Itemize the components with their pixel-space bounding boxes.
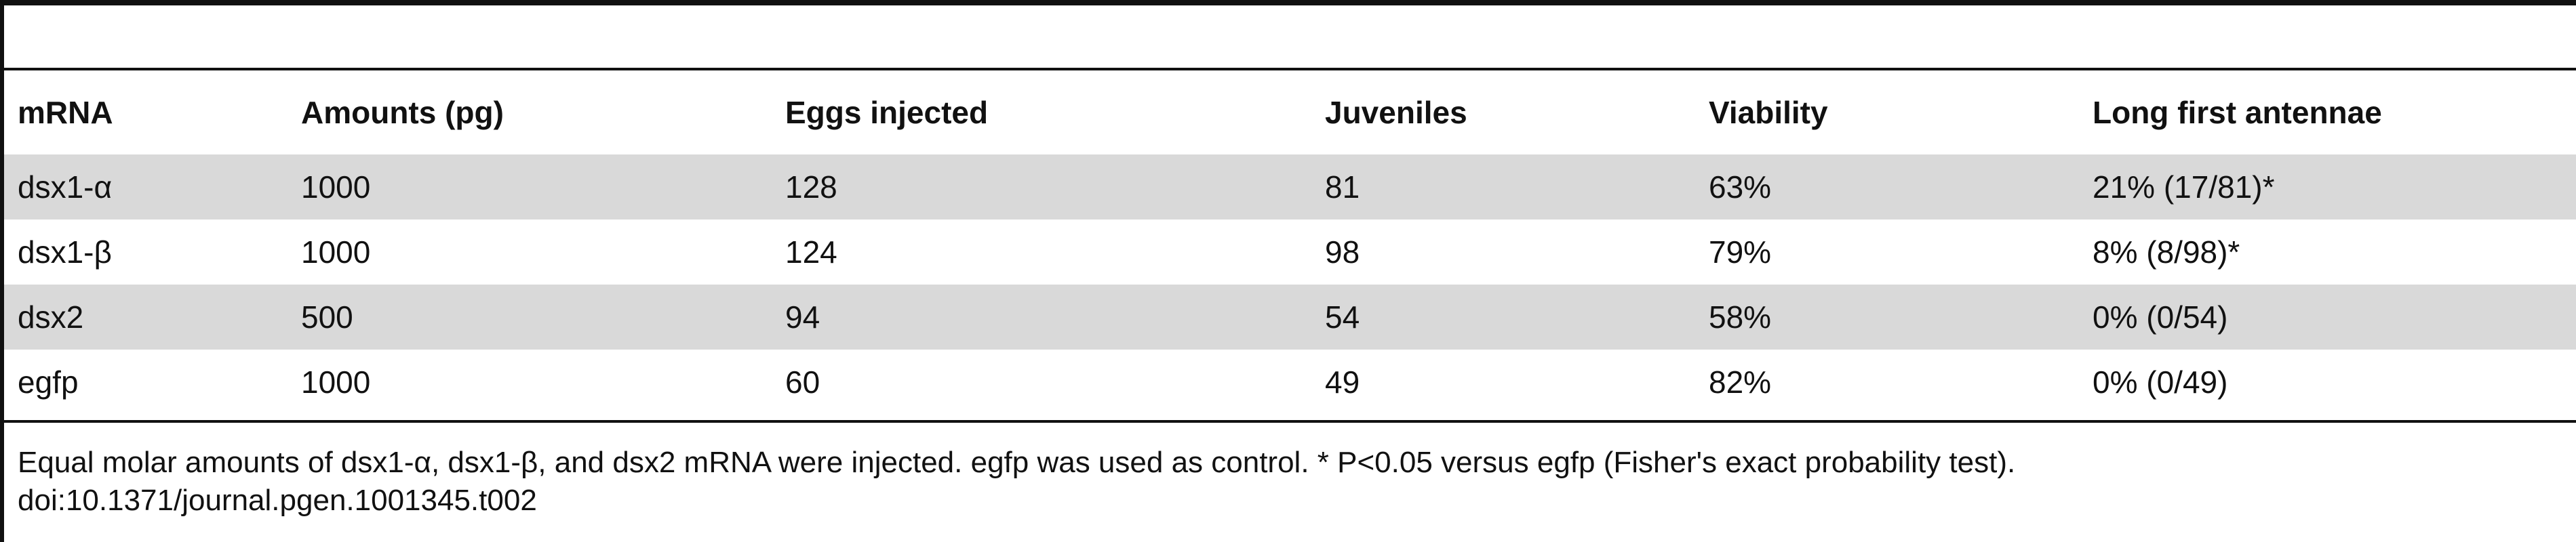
cell-amounts: 1000 [301,234,371,270]
header-amounts: Amounts (pg) [301,95,504,130]
table-footnote: Equal molar amounts of dsx1-α, dsx1-β, a… [18,444,2554,520]
header-rule [0,68,2576,70]
cell-long-first-antennae: 0% (0/49) [2093,364,2228,400]
header-mrna: mRNA [18,95,113,130]
cell-long-first-antennae: 8% (8/98)* [2093,234,2240,270]
cell-long-first-antennae: 21% (17/81)* [2079,154,2576,220]
top-rule [0,0,2576,5]
header-row: mRNA Amounts (pg) Eggs injected Juvenile… [4,70,2576,154]
cell-amounts: 500 [288,285,772,350]
cell-mrna: dsx2 [4,285,288,350]
cell-amounts: 1000 [288,154,772,220]
cell-eggs-injected: 60 [785,364,820,400]
table-row: dsx1-α 1000 128 81 63% 21% (17/81)* [4,154,2576,220]
cell-eggs-injected: 124 [785,234,837,270]
cell-viability: 79% [1709,234,1772,270]
table-row: dsx2 500 94 54 58% 0% (0/54) [4,285,2576,350]
bottom-rule [0,420,2576,423]
cell-long-first-antennae: 0% (0/54) [2079,285,2576,350]
footnote-doi: doi:10.1371/journal.pgen.1001345.t002 [18,484,537,517]
cell-juveniles: 49 [1325,364,1360,400]
results-table: mRNA Amounts (pg) Eggs injected Juvenile… [4,70,2576,415]
cell-mrna: dsx1-α [4,154,288,220]
cell-mrna: dsx1-β [18,234,112,270]
table-row: egfp 1000 60 49 82% 0% (0/49) [4,350,2576,415]
cell-eggs-injected: 94 [772,285,1311,350]
left-rule [0,0,4,542]
cell-eggs-injected: 128 [772,154,1311,220]
footnote-text: Equal molar amounts of dsx1-α, dsx1-β, a… [18,446,2016,479]
header-eggs-injected: Eggs injected [785,95,989,130]
cell-juveniles: 98 [1325,234,1360,270]
header-viability: Viability [1709,95,1828,130]
cell-amounts: 1000 [301,364,371,400]
cell-viability: 58% [1695,285,2079,350]
cell-juveniles: 54 [1311,285,1695,350]
cell-viability: 63% [1695,154,2079,220]
cell-viability: 82% [1709,364,1772,400]
cell-mrna: egfp [18,364,79,400]
cell-juveniles: 81 [1311,154,1695,220]
table-row: dsx1-β 1000 124 98 79% 8% (8/98)* [4,220,2576,285]
header-long-first-antennae: Long first antennae [2093,95,2382,130]
header-juveniles: Juveniles [1325,95,1467,130]
